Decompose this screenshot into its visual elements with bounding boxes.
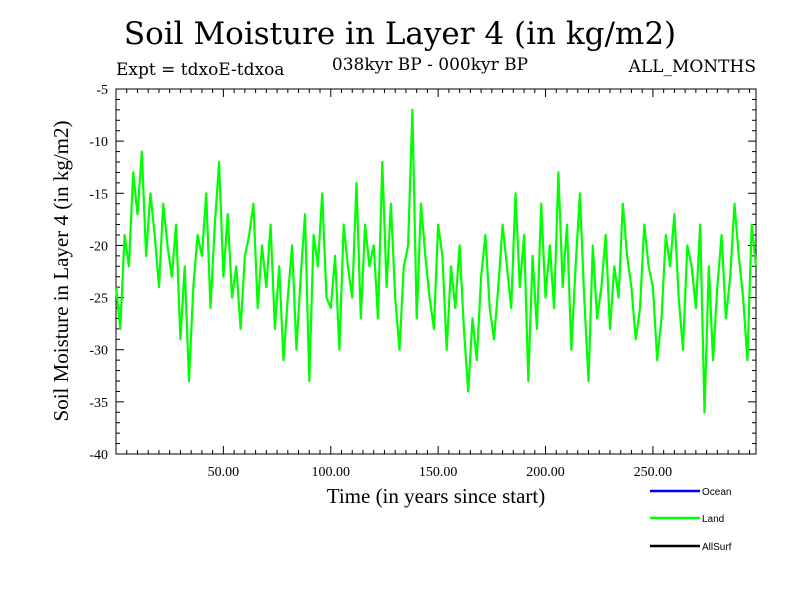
y-tick-label: -10 [89, 135, 108, 150]
x-tick-label: 100.00 [312, 465, 351, 480]
months-label: ALL_MONTHS [628, 57, 756, 77]
axis-ticks: -40 -35 -30 -25 -20 -15 -10 -5 50.00 100.00 150.00… [89, 83, 756, 480]
x-tick-label: 150.00 [419, 465, 458, 480]
y-tick-label: -20 [89, 239, 108, 254]
chart-title: Soil Moisture in Layer 4 (in kg/m2) [123, 16, 677, 52]
legend: Ocean Land AllSurf [650, 487, 732, 553]
y-tick-label: -5 [96, 83, 108, 98]
x-tick-label: 200.00 [526, 465, 565, 480]
period-label: 038kyr BP - 000kyr BP [331, 55, 529, 75]
y-tick-label: -40 [89, 448, 108, 463]
series-layer [114, 108, 758, 414]
series-line-land [114, 108, 758, 414]
x-tick-label: 250.00 [634, 465, 673, 480]
legend-label-land: Land [702, 514, 724, 525]
y-tick-label: -30 [89, 344, 108, 359]
x-axis-title: Time (in years since start) [327, 484, 546, 508]
legend-label-ocean: Ocean [702, 487, 731, 498]
x-tick-label: 50.00 [208, 465, 240, 480]
y-tick-label: -15 [89, 187, 108, 202]
y-tick-label: -35 [89, 396, 108, 411]
plot-frame [115, 88, 757, 455]
experiment-label: Expt = tdxoE-tdxoa [116, 60, 285, 80]
legend-label-allsurf: AllSurf [702, 542, 732, 553]
y-tick-label: -25 [89, 292, 108, 307]
y-axis-title: Soil Moisture in Layer 4 (in kg/m2) [49, 121, 73, 422]
